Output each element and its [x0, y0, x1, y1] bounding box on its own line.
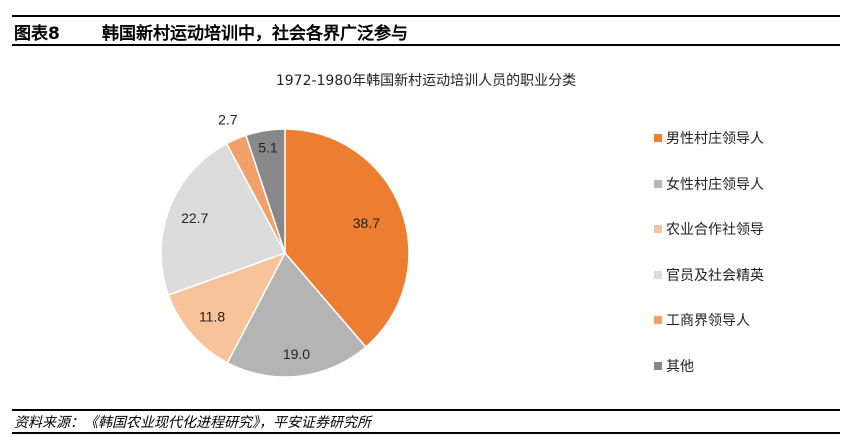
pie-slices [160, 128, 410, 378]
legend-swatch [654, 361, 662, 370]
data-label: 11.8 [199, 309, 225, 325]
figure-title: 韩国新村运动培训中，社会各界广泛参与 [102, 23, 408, 44]
data-label: 19.0 [283, 346, 310, 362]
pie-slice [284, 128, 410, 349]
figure-number: 图表8 [14, 23, 60, 44]
legend-label: 女性村庄领导人 [666, 176, 764, 193]
data-label: 22.7 [181, 210, 208, 226]
legend-item: 农业合作社领导 [654, 219, 764, 239]
figure-header: 图表8 韩国新村运动培训中，社会各界广泛参与 [14, 19, 408, 44]
legend-item: 女性村庄领导人 [654, 174, 764, 194]
legend-swatch [654, 316, 662, 324]
legend-label: 农业合作社领导 [666, 222, 764, 238]
source-top-rule [12, 409, 840, 411]
legend-label: 男性村庄领导人 [666, 131, 764, 147]
legend-swatch [654, 179, 662, 188]
bottom-rule [12, 432, 840, 434]
data-label: 5.1 [258, 140, 278, 156]
pie-labels: 38.7 19.0 11.8 22.7 2.7 5.1 [181, 112, 380, 362]
legend-label: 官员及社会精英 [666, 267, 764, 284]
chart-title: 1972-1980年韩国新村运动培训人员的职业分类 [275, 73, 577, 89]
header-rule [12, 44, 840, 46]
legend-swatch [654, 225, 662, 233]
legend-item: 其他 [654, 356, 764, 376]
legend: 男性村庄领导人 女性村庄领导人 农业合作社领导 官员及社会精英 工商界领导人 其… [654, 128, 764, 401]
data-label: 38.7 [353, 215, 380, 231]
top-rule [12, 15, 840, 17]
data-label: 2.7 [218, 112, 238, 128]
pie-slice [244, 128, 286, 254]
legend-item: 工商界领导人 [654, 310, 764, 330]
legend-item: 官员及社会精英 [654, 265, 764, 285]
source-note: 资料来源：《韩国农业现代化进程研究》，平安证券研究所 [14, 415, 371, 431]
legend-item: 男性村庄领导人 [654, 128, 764, 148]
legend-swatch [654, 134, 662, 142]
legend-label: 工商界领导人 [666, 313, 750, 329]
pie-slice [226, 251, 367, 378]
pie-slice [160, 142, 287, 296]
legend-label: 其他 [666, 358, 694, 375]
pie-slice [167, 251, 287, 364]
legend-swatch [654, 270, 662, 279]
